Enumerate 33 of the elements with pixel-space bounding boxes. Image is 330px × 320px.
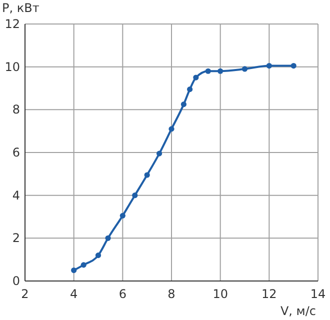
x-tick-label: 2 [21, 287, 29, 301]
y-axis-title: P, кВт [2, 1, 40, 15]
y-tick-label: 2 [12, 231, 20, 246]
y-tick-label: 10 [4, 60, 20, 74]
y-tick-label: 4 [12, 188, 20, 202]
y-tick-label: 8 [12, 102, 20, 117]
point [156, 150, 162, 156]
point [193, 74, 199, 80]
point [71, 267, 77, 274]
point [180, 102, 187, 108]
point [205, 68, 211, 74]
point [120, 212, 126, 218]
point [168, 126, 174, 132]
point [187, 86, 193, 92]
point [80, 262, 86, 268]
x-tick-label: 14 [310, 287, 326, 301]
point [290, 62, 296, 69]
point [95, 252, 102, 258]
x-tick-label: 8 [168, 287, 176, 301]
y-tick-label: 12 [4, 17, 20, 31]
x-tick-label: 4 [70, 287, 78, 301]
point [105, 235, 111, 241]
x-tick-label: 12 [262, 287, 277, 301]
point [144, 172, 150, 178]
y-tick-label: 6 [12, 146, 20, 160]
point [218, 68, 224, 74]
point [132, 192, 138, 198]
x-tick-label: 10 [212, 287, 228, 301]
point [266, 62, 272, 69]
point [242, 66, 248, 72]
x-tick-label: 6 [118, 287, 126, 301]
y-tick-label: 0 [12, 274, 20, 288]
x-axis-title: V, м/с [280, 304, 316, 318]
